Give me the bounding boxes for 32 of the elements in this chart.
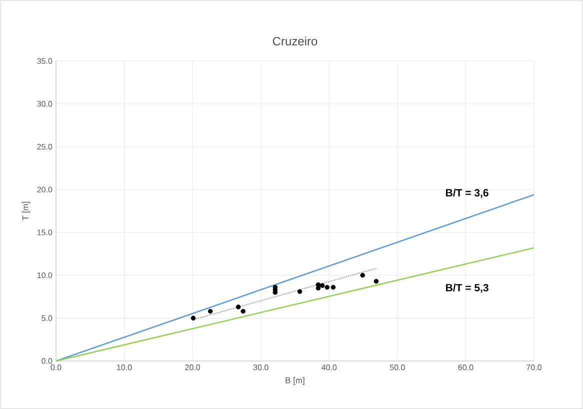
point — [320, 283, 325, 288]
point — [374, 278, 379, 284]
y-tick-label: 20.0 — [37, 186, 52, 192]
x-tick-label: 70.0 — [526, 364, 542, 370]
point — [330, 284, 336, 290]
x-tick-label: 10.0 — [117, 364, 132, 370]
point — [316, 286, 321, 291]
x-axis-title: B [m] — [286, 377, 304, 385]
point — [208, 308, 213, 314]
y-tick-label: 35.0 — [37, 58, 52, 64]
y-tick-label: 5.0 — [42, 315, 52, 321]
y-tick-label: 0.0 — [42, 358, 52, 364]
series-label: B/T = 3,6 — [446, 188, 488, 198]
x-tick-label: 60.0 — [458, 364, 474, 370]
point — [324, 284, 330, 290]
x-tick-label: 30.0 — [253, 364, 268, 370]
point — [360, 272, 365, 278]
y-tick-label: 15.0 — [38, 230, 52, 236]
x-tick-label: 40.0 — [322, 364, 337, 370]
y-tick-label: 25.0 — [37, 144, 52, 150]
point — [190, 316, 196, 321]
y-tick-label: 30.0 — [37, 101, 52, 107]
point — [240, 308, 246, 314]
chart-title: Cruzeiro — [272, 36, 318, 46]
y-axis-title: T [m] — [22, 202, 30, 220]
x-tick-label: 50.0 — [390, 364, 405, 370]
point — [297, 289, 302, 294]
series-label: B/T = 5,3 — [446, 284, 488, 293]
point — [236, 304, 241, 310]
x-tick-label: 20.0 — [185, 364, 200, 370]
y-tick-label: 10.0 — [38, 272, 52, 278]
x-tick-label: 0.0 — [50, 364, 62, 370]
